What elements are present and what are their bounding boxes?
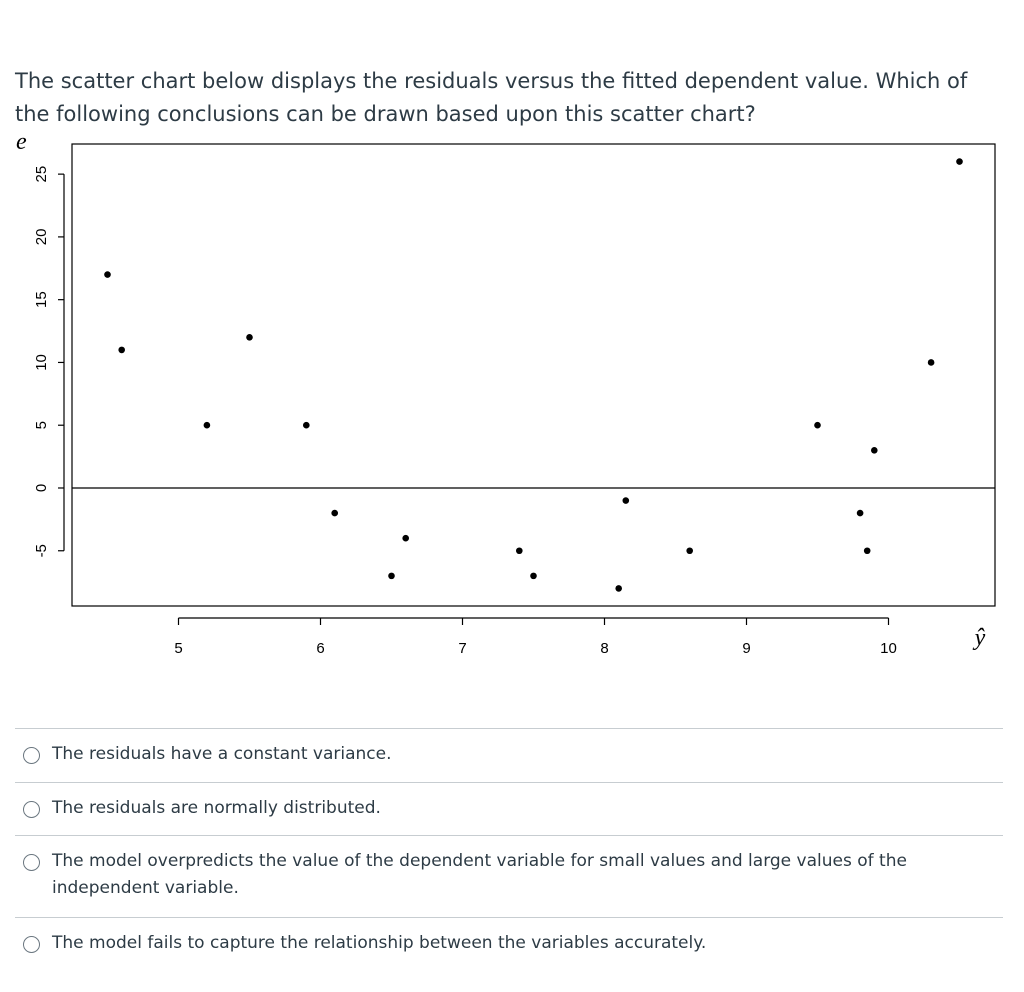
y-axis: -5 0 5 10 15 20 25 (33, 166, 65, 557)
x-tick-label: 5 (174, 640, 182, 657)
x-axis-label: ŷ (973, 625, 986, 651)
y-tick-label: 25 (33, 166, 50, 183)
data-point (104, 271, 111, 278)
answer-options: The residuals have a constant variance. … (15, 728, 1003, 977)
x-tick-label: 9 (742, 640, 750, 657)
data-point (118, 346, 125, 354)
y-tick-label: 20 (33, 229, 50, 246)
data-point (203, 421, 211, 429)
x-tick-label: 10 (880, 640, 897, 657)
y-tick-label: -5 (33, 544, 50, 557)
radio-button[interactable] (23, 747, 40, 764)
data-point (814, 421, 821, 429)
data-point (622, 497, 630, 504)
data-point (331, 509, 339, 517)
x-tick-label: 7 (458, 640, 466, 657)
y-tick-label: 0 (33, 484, 50, 492)
answer-option-3[interactable]: The model overpredicts the value of the … (15, 835, 1003, 917)
data-point (246, 334, 253, 341)
answer-option-2[interactable]: The residuals are normally distributed. (15, 782, 1003, 835)
answer-option-4[interactable]: The model fails to capture the relations… (15, 917, 1003, 977)
y-tick-label: 5 (33, 421, 50, 429)
radio-button[interactable] (23, 801, 40, 818)
residual-scatter-chart: e -5 0 5 10 15 20 25 5 6 7 8 9 10 ŷ (16, 129, 996, 657)
data-points (104, 158, 963, 592)
answer-label: The residuals are normally distributed. (52, 798, 381, 818)
answer-label: The model overpredicts the value of the … (52, 851, 907, 898)
data-point (871, 447, 878, 454)
data-point (402, 534, 410, 542)
data-point (615, 585, 622, 592)
x-axis: 5 6 7 8 9 10 (174, 617, 897, 657)
data-point (530, 572, 537, 580)
radio-button[interactable] (23, 854, 40, 871)
plot-area-frame (71, 143, 996, 607)
data-point (956, 158, 963, 165)
y-tick-label: 15 (33, 291, 50, 308)
x-tick-label: 8 (600, 640, 608, 657)
radio-button[interactable] (23, 936, 40, 953)
answer-label: The model fails to capture the relations… (52, 933, 707, 953)
question-text: The scatter chart below displays the res… (15, 69, 968, 126)
data-point (516, 547, 523, 555)
answer-label: The residuals have a constant variance. (52, 744, 392, 764)
data-point (927, 359, 935, 366)
answer-option-1[interactable]: The residuals have a constant variance. (15, 728, 1003, 782)
data-point (856, 509, 864, 517)
y-axis-label: e (16, 129, 27, 155)
data-point (686, 547, 693, 555)
y-tick-label: 10 (33, 354, 50, 371)
data-point (388, 572, 395, 580)
data-point (863, 547, 871, 555)
x-tick-label: 6 (316, 640, 324, 657)
data-point (303, 421, 310, 429)
